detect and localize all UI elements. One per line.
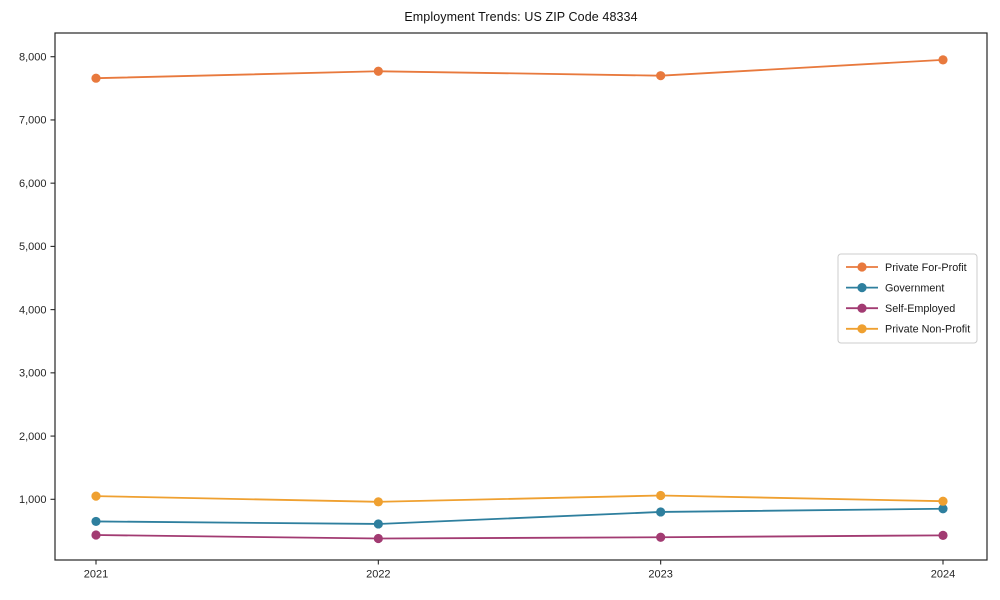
data-point	[91, 516, 101, 527]
y-tick-label: 4,000	[19, 304, 47, 316]
legend-marker-icon	[857, 283, 867, 293]
legend-label: Private For-Profit	[885, 262, 967, 274]
y-tick-label: 8,000	[19, 52, 47, 64]
data-point	[373, 519, 383, 529]
legend-item-government: Government	[846, 283, 944, 295]
x-tick-label: 2021	[84, 569, 108, 581]
legend-label: Government	[885, 283, 944, 295]
y-tick-label: 6,000	[19, 178, 47, 190]
data-point	[656, 532, 666, 542]
y-axis: 1,000 2,000 3,000 4,000 5,000 6,000 7,000 8,000	[19, 52, 55, 506]
data-point	[938, 55, 948, 65]
legend-marker-icon	[857, 262, 867, 272]
x-tick-label: 2024	[931, 569, 955, 581]
series-line	[95, 534, 944, 540]
series-private-for-profit	[91, 55, 948, 83]
chart-title: Employment Trends: US ZIP Code 48334	[404, 10, 638, 24]
data-point	[91, 73, 101, 83]
legend-item-private-non-profit: Private Non-Profit	[846, 324, 970, 336]
legend-label: Self-Employed	[885, 303, 955, 315]
legend-box	[837, 253, 978, 344]
data-point	[373, 66, 383, 76]
y-tick-label: 5,000	[19, 241, 47, 253]
legend: Private For-Profit Government Self-Employe…	[837, 253, 978, 344]
series-government	[91, 504, 948, 529]
data-point	[373, 497, 383, 507]
series-line	[95, 58, 944, 80]
data-point	[938, 496, 948, 506]
axes-box	[54, 32, 988, 561]
data-point	[91, 491, 101, 501]
y-tick-label: 1,000	[19, 494, 47, 506]
legend-item-private-for-profit: Private For-Profit	[846, 262, 967, 274]
data-point	[656, 507, 666, 517]
series-private-non-profit	[91, 490, 948, 507]
x-tick-label: 2023	[648, 569, 672, 581]
data-point	[656, 71, 666, 81]
y-tick-label: 7,000	[19, 115, 47, 127]
x-tick-label: 2022	[366, 569, 390, 581]
data-point	[938, 530, 948, 540]
legend-marker-icon	[857, 303, 867, 313]
legend-marker-icon	[857, 324, 867, 334]
series-line	[95, 507, 944, 525]
legend-item-self-employed: Self-Employed	[846, 303, 955, 315]
series-line	[95, 494, 944, 503]
data-point	[938, 504, 948, 514]
data-point	[373, 533, 383, 544]
x-axis: 2021 2022 2023 2024	[84, 560, 955, 581]
data-point	[91, 530, 101, 540]
y-tick-label: 3,000	[19, 368, 47, 380]
data-point	[656, 490, 666, 501]
legend-label: Private Non-Profit	[885, 324, 970, 336]
series-self-employed	[91, 530, 948, 544]
y-tick-label: 2,000	[19, 431, 47, 443]
